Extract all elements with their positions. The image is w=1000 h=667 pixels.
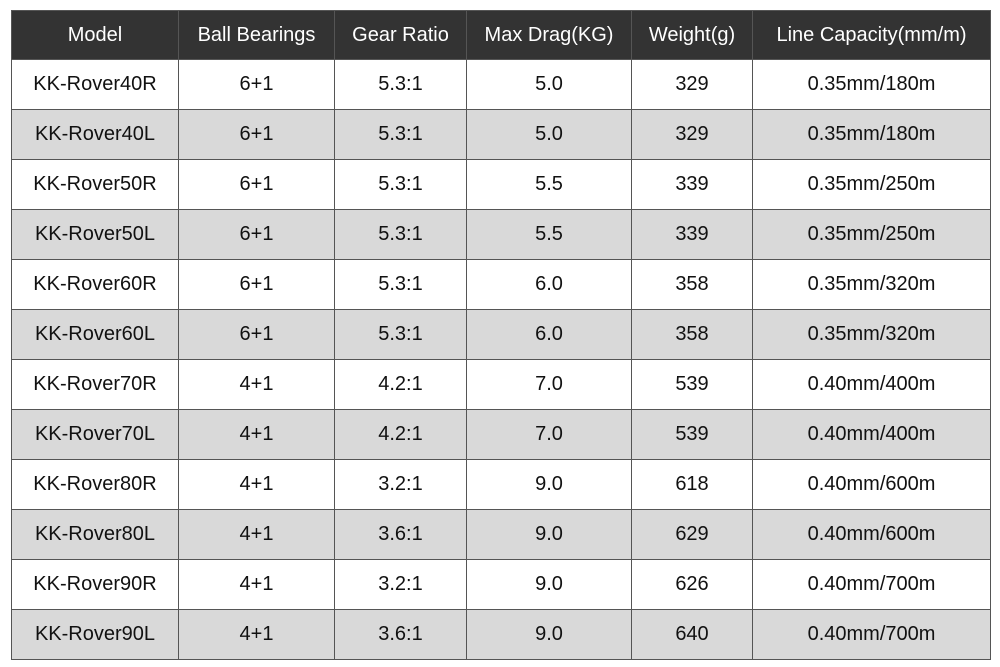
table-cell: 5.3:1: [334, 259, 467, 310]
table-cell: 339: [631, 159, 753, 210]
table-cell: 4+1: [178, 409, 335, 460]
table-header: Model Ball Bearings Gear Ratio Max Drag(KG)…: [11, 10, 991, 60]
spec-table: Model Ball Bearings Gear Ratio Max Drag(KG)…: [11, 10, 991, 660]
table-row: KK-Rover50L 6+1 5.3:1 5.5 339 0.35mm/250m: [11, 209, 991, 260]
table-cell: 0.35mm/180m: [752, 109, 991, 160]
table-cell: 539: [631, 409, 753, 460]
table-cell: 640: [631, 609, 753, 660]
table-cell: 9.0: [466, 459, 632, 510]
table-cell: 7.0: [466, 359, 632, 410]
table-row: KK-Rover50R 6+1 5.3:1 5.5 339 0.35mm/250m: [11, 159, 991, 210]
table-cell: 0.40mm/400m: [752, 359, 991, 410]
table-cell: 0.40mm/700m: [752, 609, 991, 660]
table-cell: 3.2:1: [334, 459, 467, 510]
table-cell: 6.0: [466, 309, 632, 360]
table-cell: 0.40mm/700m: [752, 559, 991, 610]
table-cell: 329: [631, 109, 753, 160]
table-cell: 6+1: [178, 209, 335, 260]
header-cell: Ball Bearings: [178, 10, 335, 60]
table-cell: 6+1: [178, 159, 335, 210]
table-cell: 4.2:1: [334, 359, 467, 410]
table-cell: KK-Rover40R: [11, 59, 179, 110]
table-cell: 0.40mm/600m: [752, 459, 991, 510]
table-cell: 0.40mm/600m: [752, 509, 991, 560]
table-row: KK-Rover40R 6+1 5.3:1 5.0 329 0.35mm/180m: [11, 59, 991, 110]
table-cell: 3.6:1: [334, 609, 467, 660]
table-cell: 358: [631, 259, 753, 310]
table-row: KK-Rover70L 4+1 4.2:1 7.0 539 0.40mm/400m: [11, 409, 991, 460]
table-cell: KK-Rover50R: [11, 159, 179, 210]
table-row: KK-Rover90L 4+1 3.6:1 9.0 640 0.40mm/700m: [11, 609, 991, 660]
table-cell: 6+1: [178, 309, 335, 360]
header-cell: Line Capacity(mm/m): [752, 10, 991, 60]
table-row: KK-Rover80R 4+1 3.2:1 9.0 618 0.40mm/600m: [11, 459, 991, 510]
table-cell: KK-Rover40L: [11, 109, 179, 160]
table-cell: KK-Rover60L: [11, 309, 179, 360]
table-cell: 5.3:1: [334, 309, 467, 360]
table-body: KK-Rover40R 6+1 5.3:1 5.0 329 0.35mm/180m KK-R…: [11, 59, 991, 660]
table-cell: 5.5: [466, 159, 632, 210]
table-cell: 0.35mm/180m: [752, 59, 991, 110]
table-cell: 4.2:1: [334, 409, 467, 460]
table-cell: 3.2:1: [334, 559, 467, 610]
table-row: KK-Rover90R 4+1 3.2:1 9.0 626 0.40mm/700m: [11, 559, 991, 610]
header-cell: Model: [11, 10, 179, 60]
header-cell: Max Drag(KG): [466, 10, 632, 60]
table-cell: 5.0: [466, 109, 632, 160]
table-cell: KK-Rover80R: [11, 459, 179, 510]
table-cell: 6.0: [466, 259, 632, 310]
table-cell: 5.3:1: [334, 109, 467, 160]
table-cell: 5.3:1: [334, 59, 467, 110]
table-cell: 0.40mm/400m: [752, 409, 991, 460]
table-cell: 4+1: [178, 609, 335, 660]
table-cell: 0.35mm/250m: [752, 209, 991, 260]
table-cell: 629: [631, 509, 753, 560]
table-cell: 4+1: [178, 459, 335, 510]
table-row: KK-Rover60R 6+1 5.3:1 6.0 358 0.35mm/320m: [11, 259, 991, 310]
table-cell: 329: [631, 59, 753, 110]
table-cell: 5.5: [466, 209, 632, 260]
table-cell: 4+1: [178, 509, 335, 560]
table-cell: KK-Rover90L: [11, 609, 179, 660]
table-cell: 339: [631, 209, 753, 260]
table-cell: KK-Rover90R: [11, 559, 179, 610]
table-row: KK-Rover80L 4+1 3.6:1 9.0 629 0.40mm/600m: [11, 509, 991, 560]
table-cell: KK-Rover60R: [11, 259, 179, 310]
table-cell: 626: [631, 559, 753, 610]
table-cell: 9.0: [466, 559, 632, 610]
table-cell: KK-Rover70L: [11, 409, 179, 460]
table-cell: 6+1: [178, 259, 335, 310]
table-cell: 4+1: [178, 359, 335, 410]
table-cell: 0.35mm/250m: [752, 159, 991, 210]
table-cell: 5.3:1: [334, 209, 467, 260]
table-cell: 5.3:1: [334, 159, 467, 210]
header-cell: Gear Ratio: [334, 10, 467, 60]
table-cell: 3.6:1: [334, 509, 467, 560]
table-cell: KK-Rover70R: [11, 359, 179, 410]
table-cell: 7.0: [466, 409, 632, 460]
table-row: KK-Rover40L 6+1 5.3:1 5.0 329 0.35mm/180m: [11, 109, 991, 160]
table-cell: 9.0: [466, 609, 632, 660]
table-cell: KK-Rover50L: [11, 209, 179, 260]
table-cell: KK-Rover80L: [11, 509, 179, 560]
table-cell: 539: [631, 359, 753, 410]
header-row: Model Ball Bearings Gear Ratio Max Drag(KG)…: [11, 10, 991, 60]
table-cell: 358: [631, 309, 753, 360]
header-cell: Weight(g): [631, 10, 753, 60]
table-cell: 6+1: [178, 59, 335, 110]
table-cell: 6+1: [178, 109, 335, 160]
table-cell: 0.35mm/320m: [752, 309, 991, 360]
table-cell: 4+1: [178, 559, 335, 610]
table-cell: 5.0: [466, 59, 632, 110]
table-cell: 618: [631, 459, 753, 510]
table-cell: 9.0: [466, 509, 632, 560]
table-cell: 0.35mm/320m: [752, 259, 991, 310]
table-row: KK-Rover60L 6+1 5.3:1 6.0 358 0.35mm/320m: [11, 309, 991, 360]
table-row: KK-Rover70R 4+1 4.2:1 7.0 539 0.40mm/400m: [11, 359, 991, 410]
